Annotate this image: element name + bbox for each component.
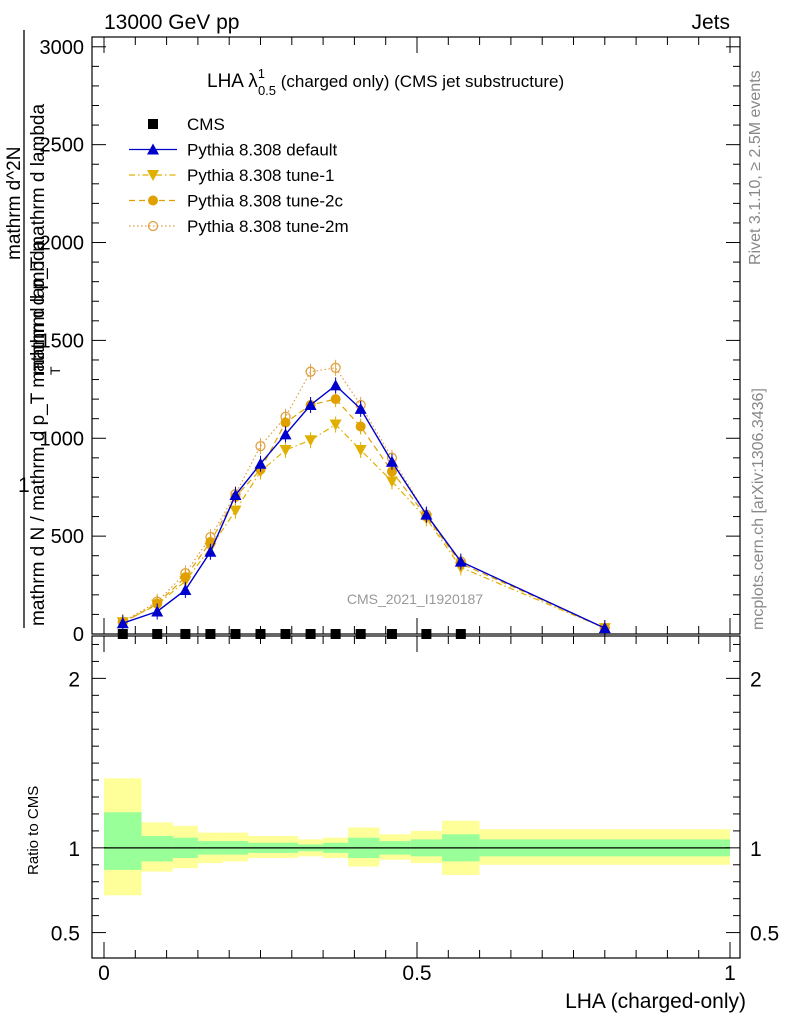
analysis-watermark: CMS_2021_I1920187 — [347, 591, 483, 607]
data-point — [305, 366, 316, 377]
uncertainty-band-inner — [104, 812, 142, 870]
data-point — [329, 379, 342, 391]
legend-entry: Pythia 8.308 tune-1 — [129, 166, 334, 185]
title-name: LHA — [207, 71, 244, 92]
mcplots-label: mcplots.cern.ch [arXiv:1306.3436] — [750, 388, 767, 630]
ratio-ytick-label: 1 — [68, 838, 80, 861]
legend-label: Pythia 8.308 tune-2c — [187, 192, 343, 211]
ytick-label: 2500 — [40, 135, 85, 157]
legend-marker — [147, 170, 159, 181]
data-point — [330, 394, 341, 405]
data-point — [279, 428, 292, 440]
title-subscript: 0.5 — [258, 83, 276, 98]
legend-label: Pythia 8.308 tune-1 — [187, 166, 334, 185]
main-ylabel: 1 mathrm d N / mathrm d p_T mathrm d lam… — [4, 30, 63, 628]
data-point — [454, 555, 467, 567]
title-symbol: λ — [248, 71, 258, 92]
ytick-label: 1500 — [40, 330, 85, 352]
data-point — [385, 476, 398, 488]
data-point — [204, 545, 217, 557]
series-line — [122, 367, 606, 629]
legend-entry: Pythia 8.308 tune-2m — [129, 217, 349, 236]
xtick-label: 0.5 — [402, 962, 431, 985]
title-suffix: (charged only) (CMS jet substructure) — [276, 72, 564, 91]
ratio-ytick-label: 0.5 — [51, 923, 80, 946]
xlabel: LHA (charged-only) — [565, 990, 746, 1013]
data-point — [354, 402, 367, 414]
ratio-ticks: 0.5 0.5 1 1 2 2 0 0.5 1 — [51, 636, 779, 985]
data-point — [304, 435, 317, 447]
legend-label: CMS — [187, 115, 225, 134]
uncertainty-band-inner — [141, 835, 173, 862]
series-line — [122, 384, 606, 629]
data-point — [116, 617, 129, 629]
ratio-ytick-label-right: 2 — [750, 668, 762, 691]
ylabel-overlay-sub: T — [47, 366, 63, 375]
header-energy: 13000 GeV pp — [104, 11, 239, 34]
data-point — [386, 466, 397, 477]
data-point — [304, 398, 317, 410]
data-point — [180, 572, 191, 583]
ratio-ytick-label-right: 1 — [750, 838, 762, 861]
data-point — [179, 583, 192, 595]
ratio-panel: 0.5 0.5 1 1 2 2 0 0.5 1 — [51, 635, 779, 985]
data-point — [354, 445, 367, 457]
legend-label: Pythia 8.308 tune-2m — [187, 217, 349, 236]
data-point — [279, 445, 292, 457]
data-point — [355, 421, 366, 432]
ratio-ylabel: Ratio to CMS — [25, 786, 42, 875]
legend-entry: Pythia 8.308 tune-2c — [129, 192, 343, 211]
data-point — [329, 419, 342, 431]
data-point — [229, 505, 242, 517]
legend-marker — [148, 119, 158, 129]
ytick-label: 3000 — [40, 37, 85, 59]
data-point — [385, 455, 398, 467]
data-point — [254, 457, 267, 469]
ytick-label: 2000 — [40, 233, 85, 255]
legend-entry: Pythia 8.308 default — [129, 141, 338, 160]
ratio-bands — [104, 778, 730, 896]
data-point — [420, 508, 433, 520]
xtick-label: 0 — [98, 962, 110, 985]
data-point — [330, 362, 341, 373]
ylabel-overlay-top: mathrm d^2N — [4, 147, 25, 260]
ratio-ytick-label-right: 0.5 — [750, 923, 779, 946]
data-point — [229, 489, 242, 501]
rivet-label: Rivet 3.1.10, ≥ 2.5M events — [747, 70, 764, 265]
series-pythia-8-308-default — [116, 377, 611, 637]
ytick-label: 0 — [73, 624, 84, 646]
ratio-frame — [91, 635, 741, 959]
ratio-ytick-label: 2 — [68, 668, 80, 691]
header-process: Jets — [691, 11, 730, 34]
legend-marker — [147, 143, 159, 155]
data-point — [280, 417, 291, 428]
ytick-label: 1000 — [40, 428, 85, 450]
xtick-label: 1 — [724, 962, 736, 985]
legend-marker — [147, 220, 159, 232]
main-ticks: 0 500 1000 1500 2000 2500 3000 — [40, 37, 740, 646]
data-point — [255, 440, 266, 452]
title-superscript: 1 — [258, 66, 265, 81]
ylabel-overlay-bottom: mathrm d p_T mathrm d lambda — [28, 104, 49, 375]
legend-label: Pythia 8.308 default — [187, 141, 338, 160]
legend-marker — [148, 195, 158, 206]
plot-title: LHA λ1 0.5 (charged only) (CMS jet substr… — [207, 66, 564, 98]
main-frame — [91, 36, 741, 635]
data-point — [151, 605, 164, 617]
legend-entry: CMS — [148, 115, 225, 134]
main-panel: 0 500 1000 1500 2000 2500 3000 CMS_2021_I19201… — [40, 36, 741, 646]
ylabel-denominator: mathrm d N / mathrm d p_T mathrm d lambd… — [28, 239, 49, 626]
legend: CMS Pythia 8.308 default Pythia 8.308 tune… — [129, 115, 349, 236]
ytick-label: 500 — [51, 526, 84, 548]
series-line — [122, 398, 606, 629]
data-point — [598, 622, 611, 634]
